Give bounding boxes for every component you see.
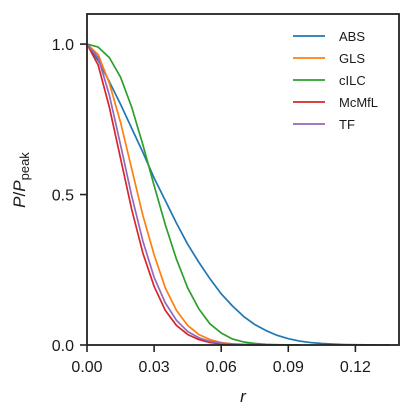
x-tick-label: 0.00	[71, 359, 102, 376]
legend-label: McMfL	[339, 95, 378, 110]
x-tick-label: 0.09	[273, 359, 304, 376]
y-axis-label: P/Ppeak	[10, 152, 32, 208]
y-tick-label: 1.0	[52, 37, 74, 54]
plot-frame	[86, 13, 400, 346]
x-axis-label: r	[240, 387, 247, 406]
legend-label: GLS	[339, 51, 365, 66]
y-axis-label-subscript: peak	[17, 152, 32, 181]
legend-label: cILC	[339, 73, 366, 88]
ticks-layer: 0.00 0.03 0.06 0.09 0.12 0.0 0.5 1.0	[52, 37, 371, 376]
y-tick-label: 0.0	[52, 338, 74, 355]
legend-label: TF	[339, 117, 355, 132]
series-line-gls	[86, 43, 278, 346]
x-tick-label: 0.06	[206, 359, 237, 376]
x-tick-label: 0.12	[340, 359, 371, 376]
legend: ABS GLS cILC McMfL TF	[293, 29, 378, 132]
y-tick-label: 0.5	[52, 188, 74, 205]
y-axis-label-numerator: P	[10, 196, 29, 208]
x-tick-label: 0.03	[139, 359, 170, 376]
legend-label: ABS	[339, 29, 365, 44]
series-line-cilc	[86, 43, 301, 346]
y-axis-label-separator: /	[10, 191, 29, 196]
y-axis-label-denominator: P	[10, 180, 29, 192]
series-layer	[86, 43, 390, 346]
series-line-abs	[86, 43, 390, 346]
